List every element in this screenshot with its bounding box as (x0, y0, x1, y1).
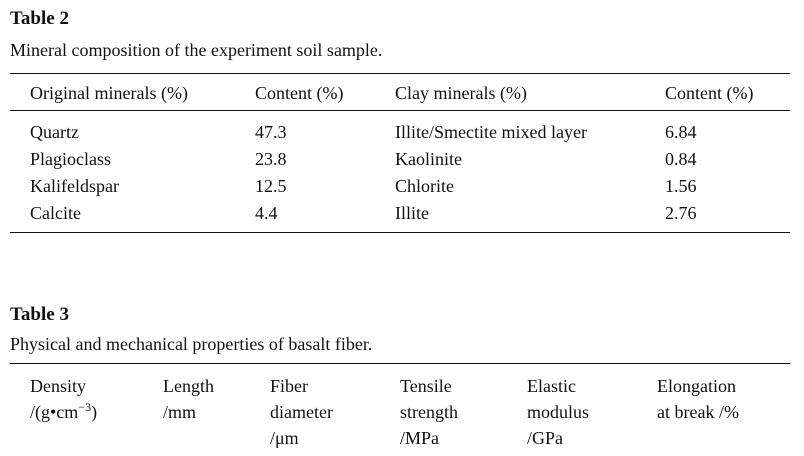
column-header: Tensile (400, 376, 452, 396)
column-header: diameter (270, 402, 333, 422)
column-header: strength (400, 402, 458, 422)
column-header: Density (30, 376, 86, 396)
table-title: Table 2 (10, 8, 69, 29)
table-cell: Calcite (30, 203, 81, 223)
column-header-unit: /(g•cm−3) (30, 400, 98, 422)
table-cell: 47.3 (255, 122, 287, 142)
unit-text: /(g•cm (30, 402, 79, 422)
table-cell: Kalifeldspar (30, 176, 119, 196)
column-header: Content (%) (255, 83, 344, 103)
table-cell: Illite/Smectite mixed layer (395, 122, 587, 142)
table-cell: 23.8 (255, 149, 287, 169)
column-header: Original minerals (%) (30, 83, 188, 103)
table-cell: Plagioclass (30, 149, 111, 169)
rule-line (10, 110, 790, 111)
table-cell: Kaolinite (395, 149, 462, 169)
rule-line (10, 232, 790, 233)
table-cell: 12.5 (255, 176, 287, 196)
column-header: modulus (527, 402, 590, 422)
table-caption: Mineral composition of the experiment so… (10, 40, 383, 60)
table-caption: Physical and mechanical properties of ba… (10, 334, 373, 354)
unit-close: ) (91, 402, 98, 422)
column-header: /mm (163, 402, 197, 422)
column-header: Elongation (657, 376, 736, 396)
rule-line (10, 363, 790, 364)
table-cell: Illite (395, 203, 429, 223)
unit-exponent: −3 (78, 400, 92, 414)
table-cell: 2.76 (665, 203, 697, 223)
rule-line (10, 73, 790, 74)
column-header: Content (%) (665, 83, 754, 103)
table-cell: Chlorite (395, 176, 454, 196)
column-header: Elastic (527, 376, 576, 396)
table-cell: 0.84 (665, 149, 697, 169)
table-cell: 1.56 (665, 176, 697, 196)
column-header: /GPa (527, 428, 563, 448)
column-header: at break /% (657, 402, 739, 422)
column-header: Clay minerals (%) (395, 83, 527, 103)
column-header: Length (163, 376, 214, 396)
table-cell: 4.4 (255, 203, 278, 223)
table-cell: 6.84 (665, 122, 697, 142)
column-header: Fiber (270, 376, 308, 396)
table-cell: Quartz (30, 122, 79, 142)
table-title: Table 3 (10, 304, 69, 325)
column-header: /MPa (400, 428, 440, 448)
column-header: /μm (270, 428, 299, 448)
